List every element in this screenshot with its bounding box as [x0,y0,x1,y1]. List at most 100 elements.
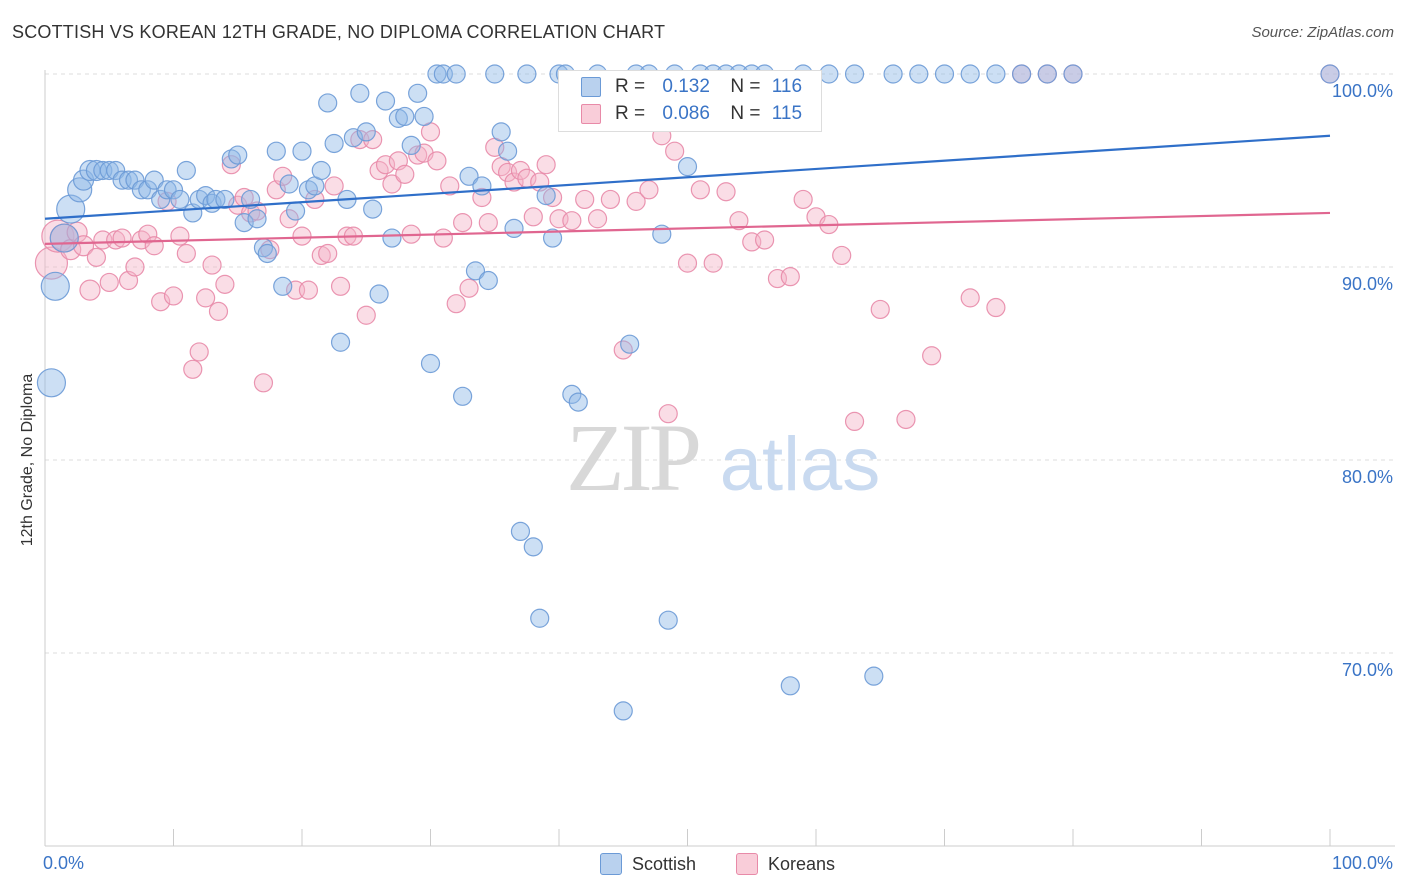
korean-point [703,253,723,273]
korean-point [504,172,524,192]
korean-point [793,189,813,210]
korean-point [433,228,453,248]
scottish-point [228,145,248,165]
korean-point [754,230,775,250]
korean-point [844,411,865,431]
korean-point [125,257,145,277]
scottish-point [960,64,980,84]
chart-title: SCOTTISH VS KOREAN 12TH GRADE, NO DIPLOM… [12,22,666,42]
legend-r-label: R = [615,76,651,97]
legend-n-value: 116 [771,76,803,97]
scottish-point [131,180,151,200]
scottish-point [318,93,338,113]
bottom-legend-label-scottish: Scottish [632,853,697,874]
korean-point [318,243,338,264]
korean-point [427,151,447,171]
korean-point [780,267,800,287]
scottish-point [292,141,312,161]
korean-point [99,272,119,293]
korean-point [510,160,531,181]
scottish-point [523,537,543,557]
scottish-point [266,141,286,161]
scottish-point [485,64,505,84]
scottish-point [363,199,383,219]
korean-point [729,211,749,231]
scottish-point [504,218,524,238]
korean-points [34,64,1340,431]
korean-point [247,201,267,221]
scottish-point [285,201,306,221]
scottish-point [658,610,678,630]
scottish-point [125,170,145,190]
tick-labels: 70.0% 80.0% 90.0% 100.0% 0.0% 100.0% [43,81,1393,873]
scottish-point [157,180,177,200]
scottish-point [562,384,582,404]
scottish-point [427,64,447,84]
korean-point [896,409,916,430]
bottom-legend-swatch-korean [736,853,758,875]
korean-point [215,274,235,294]
korean-point [79,279,101,301]
korean-point [382,174,402,194]
scottish-point [330,332,351,352]
scottish-point [414,106,434,127]
legend-r-label: R = [615,103,651,124]
scottish-point [536,185,556,206]
scottish-point [36,368,67,398]
scottish-point [382,228,402,248]
korean-point [587,209,608,229]
korean-point [189,342,209,362]
scottish-point [138,180,158,200]
korean-point [626,191,646,211]
scottish-point [215,189,235,210]
korean-point [986,297,1006,318]
korean-point [144,236,164,256]
legend-r-value: 0.132 [662,76,710,97]
scottish-point [241,189,261,210]
korean-point [446,294,466,314]
scottish-point [677,157,698,177]
bottom-legend-korean: Koreans [736,851,835,877]
y-tick-label: 70.0% [1342,660,1393,680]
korean-point [639,180,659,200]
korean-point [716,182,736,202]
watermark-zip: ZIP [566,404,699,511]
watermark-atlas: atlas [720,422,881,507]
bottom-legend-swatch-scottish [600,853,622,875]
korean-point [562,211,582,231]
scottish-point [934,64,955,84]
korean-point [523,207,543,227]
scottish-point [465,261,486,281]
scottish-point [530,608,550,628]
legend-n-label: N = [730,76,766,97]
scottish-point [864,666,884,686]
scottish-point [1011,64,1032,84]
korean-point [536,155,556,175]
scottish-point [459,166,479,186]
scottish-point [40,271,70,301]
scottish-point [106,160,126,181]
legend-swatch-scottish [581,77,601,97]
korean-point [600,189,621,210]
scottish-point [99,160,119,181]
scottish-point [401,135,421,156]
scottish-point [49,223,79,253]
bottom-legend-scottish: Scottish [600,851,696,877]
scottish-point [257,243,277,264]
scottish-point [1037,64,1057,84]
scottish-point [1320,64,1340,84]
korean-point [253,373,274,393]
korean-point [575,189,595,210]
korean-point [196,288,216,308]
bottom-legend-label-korean: Koreans [768,853,836,874]
korean-point [330,276,351,296]
korean-point [459,278,479,298]
grid-layer [45,73,1395,654]
korean-point [273,166,293,186]
trend-lines [44,134,1331,245]
scottish-point [369,284,389,304]
scottish-point [883,64,903,84]
scottish-point [613,701,633,721]
scottish-point [491,122,511,142]
scottish-point [324,133,344,154]
